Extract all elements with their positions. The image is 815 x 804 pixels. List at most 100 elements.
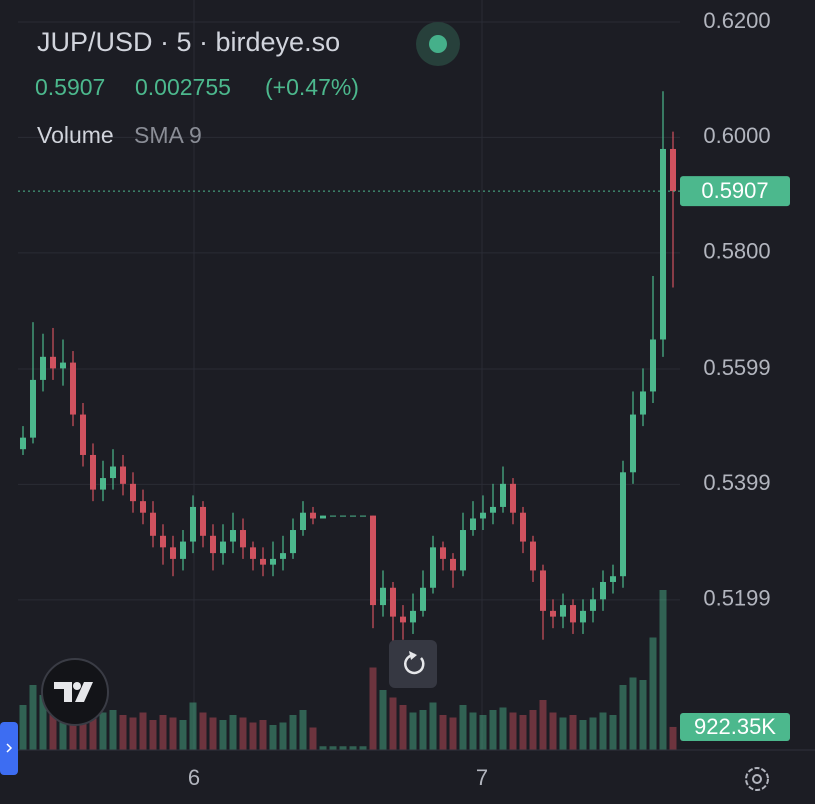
reset-bg[interactable] bbox=[389, 640, 437, 688]
volume-bar bbox=[409, 712, 417, 750]
candle-body bbox=[610, 576, 616, 582]
volume-bar bbox=[339, 746, 347, 750]
candle-body bbox=[320, 515, 326, 519]
candle-body bbox=[570, 605, 576, 623]
candle-body bbox=[210, 535, 216, 554]
volume-bar bbox=[589, 717, 597, 750]
logo[interactable] bbox=[41, 658, 109, 726]
volume-bar bbox=[629, 677, 637, 750]
candle-body bbox=[440, 547, 446, 559]
candle-body bbox=[40, 356, 46, 380]
volume-bar bbox=[429, 702, 437, 750]
candle-body bbox=[490, 506, 496, 513]
candle-body bbox=[100, 478, 106, 490]
last-price-tag bbox=[680, 176, 790, 207]
candle-body bbox=[90, 454, 96, 490]
status-dot bbox=[429, 35, 447, 53]
candle-body bbox=[510, 483, 516, 513]
candle-body bbox=[220, 541, 226, 554]
candle-body bbox=[290, 530, 296, 554]
volume-bar bbox=[549, 712, 557, 750]
candle-body bbox=[470, 518, 476, 531]
volume-bar bbox=[529, 710, 537, 750]
volume-bar bbox=[369, 667, 377, 750]
volume-bar bbox=[99, 712, 107, 750]
candle-body bbox=[620, 472, 626, 577]
volume-bar bbox=[299, 710, 307, 750]
volume-bar bbox=[399, 705, 407, 750]
volume-bar bbox=[259, 720, 267, 750]
candle-body bbox=[650, 339, 656, 392]
candle-body bbox=[270, 558, 276, 565]
y-tick-label: 0.5599 bbox=[703, 355, 770, 380]
volume-bar bbox=[639, 680, 647, 750]
candle-body bbox=[530, 541, 536, 571]
y-tick-label: 0.5800 bbox=[703, 239, 770, 264]
candle-body bbox=[450, 558, 456, 571]
candle-body bbox=[350, 515, 356, 517]
candle-body bbox=[60, 362, 66, 369]
candle-body bbox=[660, 148, 666, 340]
gear-inner bbox=[752, 774, 762, 784]
settings-button[interactable] bbox=[745, 767, 769, 791]
volume-bar bbox=[649, 637, 657, 750]
volume-bar bbox=[129, 717, 137, 750]
side-tab[interactable] bbox=[0, 722, 18, 775]
candle-body bbox=[80, 414, 86, 455]
logo-circle[interactable] bbox=[41, 658, 109, 726]
y-tick-label: 0.5199 bbox=[703, 586, 770, 611]
volume-bar bbox=[579, 720, 587, 750]
candle-body bbox=[130, 483, 136, 502]
candle-body bbox=[180, 541, 186, 559]
reset-icon bbox=[404, 653, 425, 675]
side-tab-arrow bbox=[6, 743, 13, 753]
volume-bar bbox=[249, 722, 257, 750]
volume-bar bbox=[379, 690, 387, 750]
volume-bar bbox=[269, 725, 277, 750]
volume-bar bbox=[39, 695, 47, 750]
candle-body bbox=[670, 148, 676, 192]
volume-bar bbox=[309, 727, 317, 750]
candle-body bbox=[110, 466, 116, 479]
candle-body bbox=[360, 515, 366, 517]
plot-area bbox=[19, 91, 677, 750]
volume-bar bbox=[169, 717, 177, 750]
volume-bar bbox=[439, 715, 447, 750]
last-price-label: 0.5907 bbox=[701, 178, 768, 203]
candle-body bbox=[390, 587, 396, 617]
volume-bar bbox=[359, 746, 367, 750]
volume-bar bbox=[209, 717, 217, 750]
logo-mark bbox=[54, 682, 93, 702]
volume-bar bbox=[149, 720, 157, 750]
candle-body bbox=[500, 483, 506, 507]
volume-bar bbox=[109, 710, 117, 750]
volume-bar bbox=[219, 720, 227, 750]
candle-body bbox=[590, 599, 596, 611]
candle-body bbox=[250, 547, 256, 559]
gear-outer[interactable] bbox=[745, 767, 769, 791]
volume-bar bbox=[619, 685, 627, 750]
candle-body bbox=[70, 362, 76, 415]
volume-bar bbox=[389, 697, 397, 750]
grid bbox=[18, 0, 680, 750]
volume-bar bbox=[659, 590, 667, 750]
candle-body bbox=[330, 515, 336, 517]
volume-bar bbox=[519, 715, 527, 750]
volume-bar bbox=[239, 717, 247, 750]
candle-body bbox=[520, 512, 526, 542]
candle-body bbox=[300, 512, 306, 531]
volume-bar bbox=[29, 685, 37, 750]
candle-body bbox=[600, 581, 606, 600]
candle-body bbox=[560, 605, 566, 617]
y-tick-label: 0.6200 bbox=[703, 8, 770, 33]
reset-button[interactable] bbox=[389, 640, 437, 688]
volume-bar bbox=[59, 700, 67, 750]
volume-bar bbox=[509, 712, 517, 750]
volume-bar bbox=[279, 722, 287, 750]
candle-body bbox=[430, 547, 436, 588]
volume-bar bbox=[139, 712, 147, 750]
candle-body bbox=[550, 610, 556, 617]
volume-bar bbox=[119, 715, 127, 750]
